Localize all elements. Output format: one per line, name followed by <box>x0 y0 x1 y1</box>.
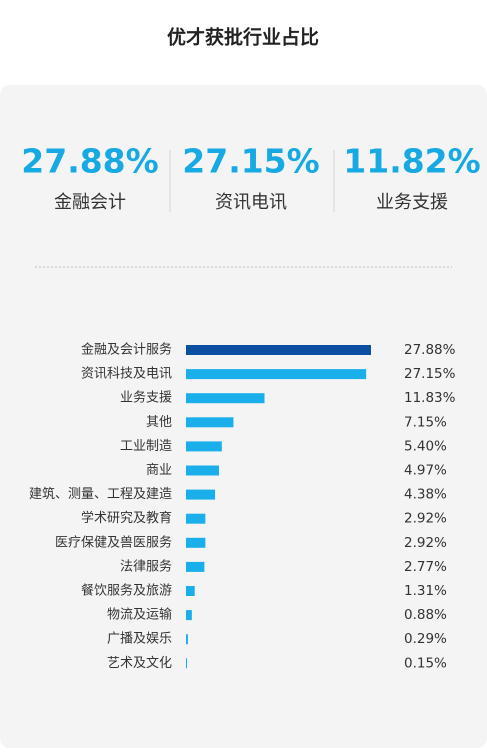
bar <box>186 489 216 500</box>
value-label: 7.15% <box>404 414 447 430</box>
category-label: 业务支援 <box>120 390 172 406</box>
bar <box>186 634 188 645</box>
bar-chart: 金融及会计服务 27.88% 资讯科技及电讯 27.15% 业务支援 11.83% 其他 7.… <box>29 342 456 672</box>
category-label: 其他 <box>146 415 172 430</box>
bar <box>186 441 222 452</box>
highlight-label: 资讯电讯 <box>215 192 287 213</box>
value-label: 4.97% <box>404 463 447 479</box>
highlight-label: 金融会计 <box>54 192 126 213</box>
category-label: 商业 <box>146 463 172 478</box>
value-label: 27.15% <box>404 366 456 382</box>
bar <box>186 537 206 548</box>
category-label: 法律服务 <box>120 558 172 574</box>
page-title: 优才获批行业占比 <box>167 26 319 49</box>
category-label: 金融及会计服务 <box>81 342 172 358</box>
value-label: 1.31% <box>404 583 447 599</box>
bar <box>186 393 265 404</box>
value-label: 5.40% <box>404 438 447 454</box>
bar <box>186 610 192 621</box>
bar <box>186 465 219 476</box>
panel <box>0 85 487 748</box>
value-label: 0.15% <box>404 655 447 671</box>
category-label: 工业制造 <box>120 439 172 454</box>
category-label: 医疗保健及兽医服务 <box>55 534 172 550</box>
value-label: 2.92% <box>404 535 447 551</box>
category-label: 物流及运输 <box>107 607 172 623</box>
highlight-value: 11.82% <box>343 142 480 181</box>
category-label: 学术研究及教育 <box>81 510 172 526</box>
value-label: 0.88% <box>404 607 447 623</box>
category-label: 资讯科技及电讯 <box>81 367 172 382</box>
highlight-value: 27.88% <box>21 142 158 181</box>
value-label: 4.38% <box>404 487 447 503</box>
category-label: 艺术及文化 <box>107 656 172 671</box>
category-label: 建筑、测量、工程及建造 <box>29 486 172 502</box>
value-label: 2.77% <box>404 559 447 575</box>
highlight-value: 27.15% <box>182 142 319 181</box>
category-label: 广播及娱乐 <box>107 632 172 647</box>
bar <box>186 513 206 524</box>
category-label: 餐饮服务及旅游 <box>81 583 172 599</box>
value-label: 11.83% <box>404 390 456 406</box>
value-label: 0.29% <box>404 631 447 647</box>
bar <box>186 586 195 596</box>
bar <box>186 561 205 572</box>
highlight-label: 业务支援 <box>376 192 448 213</box>
value-label: 2.92% <box>404 511 447 527</box>
value-label: 27.88% <box>404 342 456 358</box>
bar <box>186 345 371 355</box>
bar <box>186 417 234 428</box>
bar <box>186 369 367 380</box>
bar <box>186 658 187 669</box>
